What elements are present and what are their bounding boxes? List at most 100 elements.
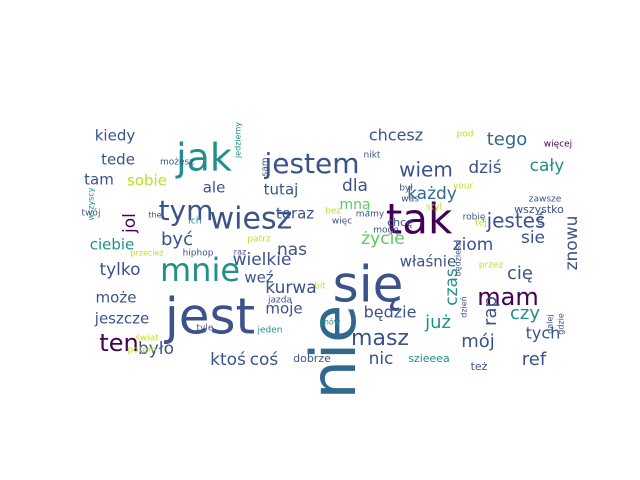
cloud-word: dla — [342, 176, 368, 196]
cloud-word: dzień — [460, 296, 469, 318]
cloud-word: cały — [530, 156, 565, 176]
cloud-word: pod — [457, 130, 474, 140]
cloud-word: mogę — [373, 226, 399, 236]
cloud-word: ktoś — [210, 350, 246, 370]
cloud-word: styl — [426, 203, 442, 213]
cloud-word: chcesz — [369, 126, 423, 145]
cloud-word: ten — [99, 329, 138, 357]
cloud-word: jesteś — [486, 209, 546, 233]
cloud-word: więcej — [544, 140, 572, 150]
cloud-word: jedziemy — [234, 122, 243, 159]
cloud-word: więc — [332, 217, 352, 227]
cloud-word: mnie — [160, 251, 240, 289]
cloud-word: kiedy — [95, 127, 136, 145]
cloud-word: może — [96, 289, 137, 307]
cloud-word: nie — [297, 305, 370, 400]
cloud-word: gdzie — [557, 313, 566, 335]
cloud-word: właśnie — [400, 253, 456, 271]
cloud-word: wszyscy — [87, 187, 96, 220]
cloud-word: ziom — [453, 235, 494, 255]
cloud-word: jestem — [263, 147, 359, 180]
cloud-word: was — [401, 195, 419, 205]
cloud-word: robi — [536, 213, 545, 228]
cloud-word: mam — [477, 283, 538, 311]
cloud-word: nikt — [364, 151, 381, 161]
cloud-word: był — [399, 184, 413, 194]
cloud-word: jak — [175, 136, 232, 180]
cloud-word: tej — [475, 219, 487, 229]
cloud-word: cię — [507, 263, 533, 284]
cloud-word: jeden — [257, 326, 283, 336]
cloud-word: twój — [82, 208, 101, 219]
cloud-word: było — [138, 339, 174, 359]
cloud-word: ciebie — [90, 236, 135, 254]
cloud-word: hiphop — [183, 249, 214, 259]
cloud-word: tyle — [197, 324, 214, 334]
cloud-word: teraz — [276, 205, 314, 223]
cloud-word: też — [471, 360, 488, 373]
cloud-word: robię — [463, 213, 486, 223]
cloud-word: ref — [522, 349, 547, 370]
cloud-word: wiesz — [210, 202, 293, 237]
cloud-word: dziś — [468, 158, 501, 178]
cloud-word: sobie — [127, 172, 167, 190]
cloud-word: nas — [277, 240, 307, 260]
cloud-word: tak — [386, 195, 453, 244]
cloud-word: życie — [361, 229, 405, 249]
cloud-word: raz — [234, 248, 246, 257]
cloud-word: rap — [480, 296, 501, 326]
cloud-word: świat — [135, 333, 159, 344]
cloud-word: przez — [479, 261, 504, 271]
cloud-word: nic — [369, 349, 394, 369]
cloud-word: przecież — [130, 249, 163, 258]
cloud-word: zawsze — [529, 195, 562, 205]
cloud-word: tede — [101, 151, 135, 169]
cloud-word: patrz — [247, 235, 270, 245]
cloud-word: czas — [442, 268, 462, 306]
cloud-word: your — [453, 182, 474, 192]
cloud-word: coś — [250, 350, 279, 370]
cloud-word: wielkie — [233, 250, 292, 270]
cloud-word: znowu — [562, 216, 582, 271]
cloud-word: masz — [351, 326, 409, 351]
cloud-word: the — [148, 211, 161, 220]
cloud-word: znów — [320, 317, 341, 327]
cloud-word: tym — [159, 194, 214, 227]
cloud-word: wiem — [399, 158, 453, 182]
cloud-word: jol — [120, 213, 140, 234]
cloud-word: mój — [461, 331, 495, 352]
cloud-word: mamy — [356, 210, 385, 220]
cloud-word: będziesz — [454, 242, 463, 277]
cloud-word: jeszcze — [94, 310, 149, 328]
cloud-word: ich — [188, 217, 201, 227]
cloud-word: możesz — [160, 158, 194, 168]
cloud-word: mną — [339, 197, 370, 213]
cloud-word: weź — [244, 269, 273, 287]
cloud-word: dalej — [546, 314, 555, 333]
cloud-word: tam — [84, 171, 114, 189]
cloud-word: potem — [127, 346, 156, 356]
cloud-word: chcę — [387, 216, 413, 229]
cloud-word: kurwa — [265, 278, 316, 298]
cloud-word: sam — [261, 158, 271, 177]
cloud-word: tego — [487, 129, 528, 150]
cloud-word: dobrze — [293, 352, 331, 365]
cloud-word: bez — [325, 207, 341, 217]
cloud-word: bit — [314, 282, 326, 292]
cloud-word: szieeea — [408, 352, 450, 365]
cloud-word: tylko — [99, 260, 140, 280]
cloud-word: każdy — [407, 184, 457, 204]
cloud-word: już — [424, 312, 451, 333]
cloud-word: jazda — [267, 296, 292, 306]
cloud-word: jest — [164, 288, 255, 346]
cloud-word: moje — [265, 300, 302, 318]
cloud-word: wszystko — [514, 203, 564, 216]
cloud-word: być — [161, 229, 193, 250]
cloud-word: się — [333, 256, 404, 314]
cloud-word: ale — [203, 179, 226, 197]
cloud-word: będzie — [364, 303, 417, 322]
cloud-word: tutaj — [264, 181, 299, 199]
cloud-word: czy — [510, 303, 540, 324]
cloud-word: sie — [521, 228, 545, 248]
